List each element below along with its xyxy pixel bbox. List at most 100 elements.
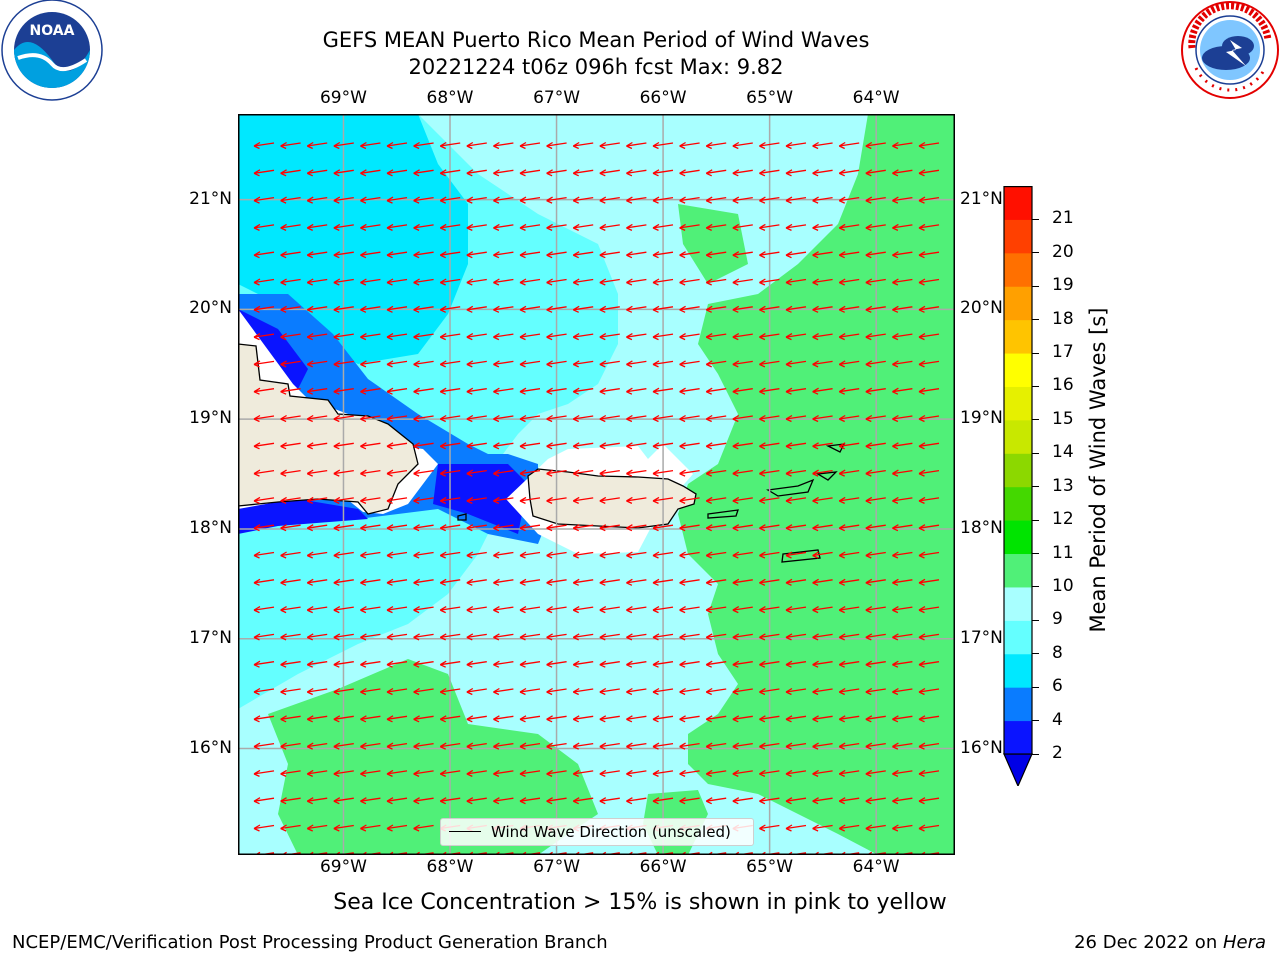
wave-arrow bbox=[838, 360, 860, 368]
wave-arrow bbox=[892, 251, 913, 259]
wave-arrow bbox=[705, 578, 727, 586]
wave-arrow bbox=[838, 333, 860, 341]
wave-arrow bbox=[306, 496, 328, 504]
wave-arrow bbox=[679, 469, 700, 477]
wave-arrow bbox=[785, 278, 807, 286]
wave-arrow bbox=[439, 496, 461, 504]
wave-arrow bbox=[838, 496, 860, 504]
lon-tick-bottom-1: 68°W bbox=[426, 857, 474, 877]
wave-arrow bbox=[865, 524, 886, 532]
wave-arrow bbox=[280, 333, 301, 341]
wave-arrow bbox=[360, 524, 381, 532]
wave-arrow bbox=[732, 360, 753, 368]
wave-arrow bbox=[386, 633, 408, 641]
wave-arrow bbox=[865, 305, 886, 313]
wave-arrow bbox=[626, 251, 647, 259]
wave-arrow bbox=[892, 742, 913, 750]
wave-arrow bbox=[785, 496, 807, 504]
wave-arrow bbox=[785, 524, 807, 532]
wave-arrow bbox=[572, 687, 594, 696]
wave-arrow bbox=[413, 551, 434, 559]
wave-arrow bbox=[466, 660, 487, 668]
wave-arrow bbox=[519, 687, 541, 696]
wave-arrow bbox=[652, 660, 674, 668]
wave-arrow bbox=[546, 333, 567, 341]
wave-arrow bbox=[865, 578, 886, 586]
wave-arrow bbox=[413, 687, 434, 696]
colorbar-swatch-18 bbox=[1004, 286, 1032, 321]
wave-arrow bbox=[333, 469, 354, 477]
wave-arrow bbox=[785, 196, 807, 204]
wave-arrow bbox=[865, 824, 886, 832]
colorbar-swatch-6 bbox=[1004, 653, 1032, 688]
wave-arrow bbox=[652, 551, 674, 559]
legend-line-swatch bbox=[449, 831, 481, 832]
wave-arrow bbox=[785, 824, 807, 832]
mona-island-land bbox=[457, 513, 467, 521]
wave-arrow bbox=[439, 305, 461, 313]
wave-arrow bbox=[679, 633, 700, 641]
wave-arrow bbox=[652, 333, 674, 341]
wave-arrow bbox=[333, 496, 354, 504]
wave-arrow bbox=[546, 606, 567, 614]
wave-arrow bbox=[546, 169, 567, 177]
wave-arrow bbox=[732, 496, 753, 504]
wave-arrow bbox=[466, 797, 487, 805]
wave-arrow bbox=[812, 469, 833, 477]
wave-arrow bbox=[838, 196, 860, 204]
wave-arrow bbox=[759, 278, 780, 286]
wave-arrow bbox=[439, 251, 461, 259]
wave-arrow bbox=[705, 496, 727, 504]
wave-arrow bbox=[519, 742, 541, 750]
wave-arrow bbox=[705, 742, 727, 750]
wave-arrow bbox=[493, 141, 514, 150]
footer-host: Hera bbox=[1222, 932, 1266, 953]
wave-arrow bbox=[466, 769, 487, 777]
wave-arrow bbox=[466, 223, 487, 231]
wave-arrow bbox=[306, 251, 328, 259]
wave-arrow bbox=[306, 578, 328, 586]
wave-arrow bbox=[519, 469, 541, 477]
colorbar-swatch-19 bbox=[1004, 252, 1032, 287]
wave-arrow bbox=[493, 169, 514, 177]
wave-arrow bbox=[679, 251, 700, 259]
wave-arrow bbox=[918, 524, 940, 532]
wave-arrow bbox=[679, 742, 700, 750]
wave-arrow bbox=[386, 687, 408, 696]
wave-arrow bbox=[413, 442, 434, 450]
colorbar-tick-mark bbox=[1032, 319, 1039, 321]
wave-arrow bbox=[732, 687, 753, 696]
wave-arrow bbox=[679, 169, 700, 177]
wave-arrow bbox=[572, 469, 594, 477]
lon-tick-top-1: 68°W bbox=[426, 88, 474, 108]
wave-arrow bbox=[333, 414, 354, 423]
wave-arrow bbox=[253, 223, 275, 231]
wave-arrow bbox=[386, 496, 408, 504]
wave-arrow bbox=[280, 251, 301, 259]
wave-arrow bbox=[865, 742, 886, 750]
lat-tick-right-3: 18°N bbox=[960, 517, 1003, 538]
wave-arrow bbox=[280, 551, 301, 559]
wave-arrow bbox=[838, 715, 860, 723]
wave-arrow bbox=[705, 278, 727, 286]
lat-tick-left-4: 17°N bbox=[189, 627, 232, 648]
wave-arrow bbox=[918, 469, 940, 477]
wave-arrow bbox=[360, 414, 381, 423]
wave-arrow bbox=[759, 742, 780, 750]
wave-arrow bbox=[493, 469, 514, 477]
wave-arrow bbox=[493, 305, 514, 313]
wave-arrow bbox=[280, 687, 301, 696]
wave-arrow bbox=[838, 169, 860, 177]
wave-arrow bbox=[466, 551, 487, 559]
wave-arrow bbox=[785, 660, 807, 668]
wave-arrow bbox=[679, 551, 700, 559]
wave-arrow bbox=[280, 824, 301, 832]
wave-arrow bbox=[838, 551, 860, 559]
lon-tick-bottom-2: 67°W bbox=[533, 857, 581, 877]
footer-left: NCEP/EMC/Verification Post Processing Pr… bbox=[12, 932, 608, 953]
wave-arrow bbox=[785, 141, 807, 150]
wave-arrow bbox=[386, 305, 408, 313]
wave-arrow bbox=[785, 687, 807, 696]
wave-arrow bbox=[679, 496, 700, 504]
wave-arrow bbox=[466, 742, 487, 750]
